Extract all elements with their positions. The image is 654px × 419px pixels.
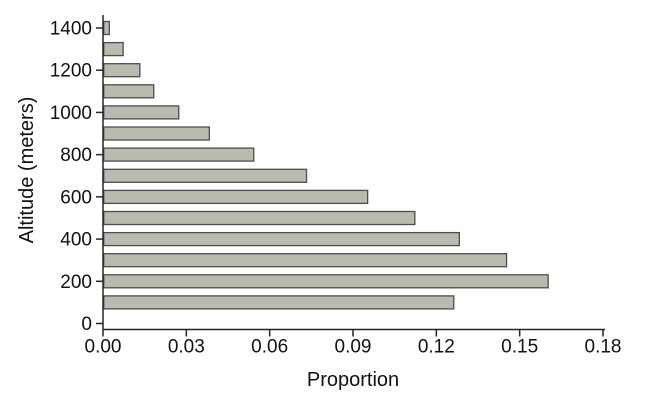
y-tick-label: 600 xyxy=(60,187,92,208)
y-tick-label: 800 xyxy=(60,145,92,166)
x-tick-label: 0.12 xyxy=(418,337,455,358)
y-tick-label: 1400 xyxy=(50,19,92,40)
x-tick-label: 0.03 xyxy=(168,337,205,358)
y-tick-label: 1000 xyxy=(50,103,92,124)
bar-altitude-400 xyxy=(103,231,461,247)
x-tick-label: 0.00 xyxy=(85,337,122,358)
bar-altitude-800 xyxy=(103,147,255,162)
x-tick-label: 0.06 xyxy=(251,337,288,358)
bar-altitude-100 xyxy=(103,295,455,310)
bar-altitude-900 xyxy=(103,126,210,141)
y-tick-label: 400 xyxy=(60,230,92,251)
bar-altitude-500 xyxy=(103,210,416,226)
x-axis-title: Proportion xyxy=(306,369,400,391)
x-tick-label: 0.18 xyxy=(585,337,622,358)
y-tick-label: 0 xyxy=(81,314,92,335)
bar-altitude-1000 xyxy=(103,105,180,120)
bar-altitude-600 xyxy=(103,189,369,205)
bar-altitude-1300 xyxy=(103,41,124,57)
bar-altitude-1100 xyxy=(103,84,155,99)
y-tick-label: 1200 xyxy=(50,61,92,82)
bar-altitude-1400 xyxy=(103,20,110,36)
x-tick-label: 0.09 xyxy=(335,337,372,358)
y-axis-title: Altitude (meters) xyxy=(16,96,38,244)
bar-altitude-700 xyxy=(103,168,308,183)
y-tick-label: 200 xyxy=(60,272,92,293)
bar-altitude-200 xyxy=(103,274,549,289)
bar-altitude-300 xyxy=(103,253,508,268)
x-tick-label: 0.15 xyxy=(501,337,538,358)
bar-altitude-1200 xyxy=(103,63,141,78)
